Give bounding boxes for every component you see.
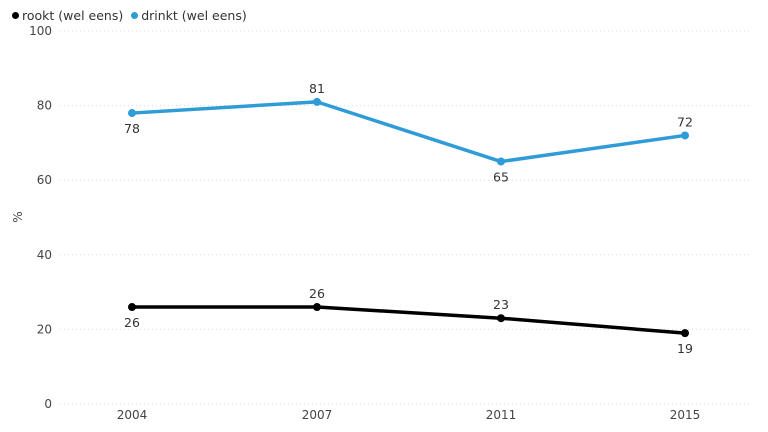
series-line-1 (130, 100, 687, 164)
data-point-0-3[interactable] (681, 329, 689, 338)
data-label-0-1: 26 (309, 286, 325, 301)
data-label-1-0: 78 (124, 121, 140, 136)
series-layer: 26 26 23 19 78 81 65 72 (124, 81, 693, 356)
legend-item-rookt[interactable]: rookt (wel eens) (12, 8, 123, 23)
grid (60, 30, 752, 405)
legend: rookt (wel eens) drinkt (wel eens) (12, 6, 255, 24)
data-point-1-0[interactable] (128, 109, 136, 118)
data-point-1-1[interactable] (313, 97, 321, 106)
y-axis-label: % (11, 211, 25, 222)
y-tick-label-40: 40 (37, 248, 52, 262)
x-tick-label-2004: 2004 (117, 408, 148, 422)
data-label-0-0: 26 (124, 315, 140, 330)
data-label-1-3: 72 (677, 114, 693, 129)
y-tick-label-80: 80 (37, 99, 52, 113)
legend-label-drinkt: drinkt (wel eens) (141, 7, 247, 23)
series-line-0 (130, 305, 687, 335)
legend-item-drinkt[interactable]: drinkt (wel eens) (131, 8, 247, 23)
y-axis: 0 20 40 60 80 100 (29, 24, 52, 411)
y-tick-label-20: 20 (37, 322, 52, 336)
y-tick-label-0: 0 (44, 397, 52, 411)
data-point-1-3[interactable] (681, 131, 689, 140)
x-tick-label-2007: 2007 (302, 408, 333, 422)
data-label-0-3: 19 (677, 341, 693, 356)
data-label-1-2: 65 (493, 170, 509, 185)
x-tick-label-2015: 2015 (670, 408, 701, 422)
x-tick-label-2011: 2011 (486, 408, 517, 422)
x-axis: 2004 2007 2011 2015 (117, 408, 701, 422)
data-point-0-0[interactable] (128, 303, 136, 312)
data-label-0-2: 23 (493, 297, 509, 312)
y-tick-label-60: 60 (37, 173, 52, 187)
series-1: 78 81 65 72 (124, 81, 693, 185)
data-point-0-1[interactable] (313, 303, 321, 312)
y-tick-label-100: 100 (29, 24, 52, 38)
legend-label-rookt: rookt (wel eens) (22, 7, 124, 23)
data-point-0-2[interactable] (497, 314, 505, 323)
legend-marker-drinkt (131, 11, 139, 19)
legend-marker-rookt (12, 11, 19, 19)
data-label-1-1: 81 (309, 81, 325, 96)
data-point-1-2[interactable] (497, 157, 505, 166)
series-0: 26 26 23 19 (124, 286, 693, 356)
